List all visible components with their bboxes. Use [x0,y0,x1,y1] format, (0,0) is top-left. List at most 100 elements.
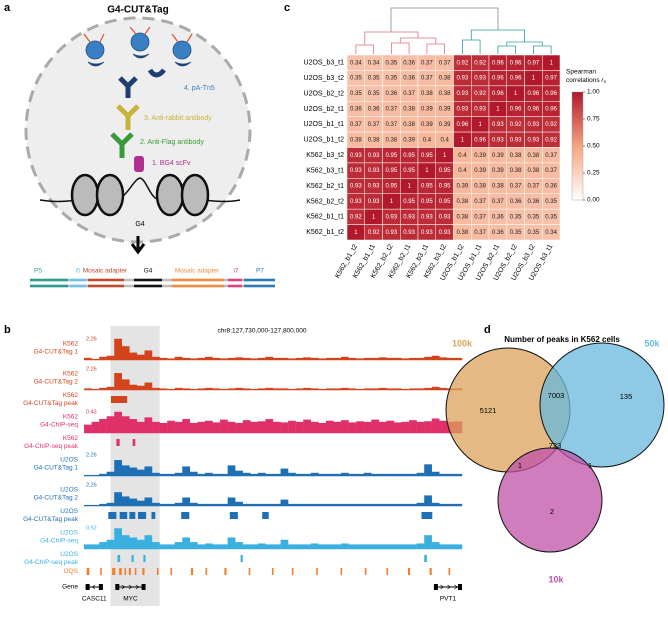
signal-bar [122,379,130,390]
signal-bar [92,544,100,549]
track-max-label: 2.26 [86,482,97,488]
colorbar-tick-label: 0.50 [587,143,600,150]
cell-label: 0.35 [545,214,557,220]
cell-label: 0.39 [474,168,486,174]
signal-bar [152,542,160,549]
cell-label: 0.35 [545,199,557,205]
peak [120,512,128,519]
cell-label: 0.38 [439,91,451,97]
signal-bar [394,544,402,549]
track-max-label: 2.26 [86,336,97,342]
signal-bar [144,535,152,549]
region-label: chr8:127,730,000-127,800,000 [218,328,307,335]
row-label: K562_b2_t2 [306,198,344,205]
signal-bar [379,422,387,433]
cell-label: 0.96 [528,107,540,113]
cell-label: 0.37 [545,153,557,159]
signal-bar [190,472,198,476]
cell-label: 0.95 [421,199,433,205]
track-label: G4-CUT&Tag 2 [34,495,79,502]
signal-bar [129,468,137,476]
signal-bar [114,492,122,506]
construct-label: Mosaic adapter [175,268,220,275]
colorbar-tick-label: 0.00 [587,197,600,204]
cell-label: 0.39 [457,184,469,190]
cell-label: 0.96 [528,91,540,97]
signal-bar [273,474,281,476]
signal-bar [349,474,357,476]
signal-bar [364,422,372,433]
peak [125,568,127,575]
signal-bar [432,472,440,476]
signal-bar [432,356,440,360]
peak [386,568,388,575]
signal-bar [182,498,190,506]
row-label: K562_b1_t2 [306,229,344,236]
cell-label: 0.93 [350,184,362,190]
cell-label: 0.35 [510,230,522,236]
track-label: G4-ChIP-seq [40,538,78,545]
track-max-label: 2.26 [86,366,97,372]
cell-label: 0.93 [386,214,398,220]
track-label: G4-CUT&Tag 2 [34,379,79,386]
signal-bar [281,500,289,506]
signal-bar [349,358,357,360]
venn-count: 2 [550,507,554,516]
signal-bar [107,503,115,506]
signal-bar [213,504,221,506]
cell-label: 0.35 [368,91,380,97]
track-label: G4-CUT&Tag peak [23,516,79,523]
peak [230,512,238,519]
signal-bar [409,420,417,433]
gene-exon [86,584,90,590]
cell-label: 0.39 [492,168,504,174]
signal-bar [182,419,190,433]
signal-bar [122,465,130,476]
peak [132,555,134,562]
peak [112,568,115,575]
dendrogram [356,8,551,54]
peak [142,568,144,575]
signal-bar [379,474,387,476]
signal-bar [243,473,251,476]
signal-bar [99,474,107,476]
peak [422,512,433,519]
cell-label: 0.93 [368,199,380,205]
signal-bar [371,504,379,506]
signal-bar [386,504,394,506]
component-label: 2. Anti-Flag antibody [140,139,204,146]
cell-label: 0.38 [528,153,540,159]
cell-label: 0.95 [421,153,433,159]
peak [119,568,122,575]
signal-bar [129,537,137,549]
signal-bar [349,544,357,549]
peak [108,512,116,519]
signal-bar [424,535,432,549]
cell-label: 0.37 [545,168,557,174]
cell-label: 0.95 [386,153,398,159]
signal-bar [167,544,175,549]
peak [316,568,318,575]
gene-name: CASC11 [82,596,107,603]
signal-bar [273,504,281,506]
cell-label: 0.37 [492,199,504,205]
cell-label: 0.93 [474,76,486,82]
cell-label: 0.95 [439,168,451,174]
signal-bar [220,420,228,433]
cell-label: 0.38 [457,230,469,236]
diagram-title: G4-CUT&Tag [107,5,168,16]
signal-bar [417,422,425,433]
signal-bar [454,358,462,360]
signal-bar [311,473,319,476]
cell-label: 0.96 [474,137,486,143]
signal-bar [341,388,349,390]
cell-label: 0.4 [458,153,467,159]
signal-bar [439,474,447,476]
signal-bar [213,474,221,476]
signal-bar [409,504,417,506]
gene-name: MYC [123,596,138,603]
cell-label: 0.37 [474,214,486,220]
signal-bar [228,498,236,506]
cell-label: 0.36 [368,107,380,113]
